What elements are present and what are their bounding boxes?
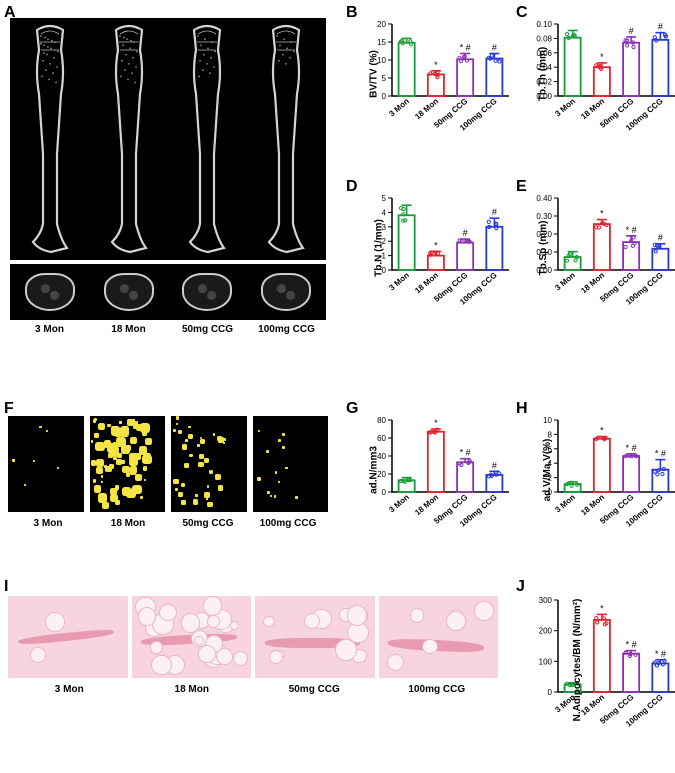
svg-text:0: 0 [548,688,553,697]
group-label: 100mg CCG [248,518,328,529]
svg-text:* #: * # [460,43,471,53]
group-label: 100mg CCG [376,684,499,695]
svg-text:#: # [492,43,497,53]
svg-text:3 Mon: 3 Mon [387,271,411,293]
svg-text:5: 5 [382,194,387,203]
svg-text:#: # [463,228,468,238]
svg-text:0.10: 0.10 [536,20,552,29]
group-label: 100mg CCG [247,324,326,335]
svg-text:0.40: 0.40 [536,194,552,203]
svg-text:0.08: 0.08 [536,34,552,43]
chart-nadip: N.Adipocytes/BM (N/mm²)01002003003 Mon*1… [524,590,675,730]
svg-text:*: * [600,426,604,436]
svg-text:300: 300 [539,596,553,605]
panel-label-d: D [346,178,358,196]
svg-text:3 Mon: 3 Mon [553,97,577,119]
svg-text:10: 10 [543,416,552,425]
svg-text:60: 60 [377,434,386,443]
group-label: 50mg CCG [253,684,376,695]
panel-a-images: 3 Mon18 Mon50mg CCG100mg CCG [10,18,326,335]
svg-text:18 Mon: 18 Mon [579,693,606,718]
svg-text:0: 0 [382,488,387,497]
panel-label-g: G [346,400,358,418]
svg-text:0: 0 [382,92,387,101]
svg-text:* #: * # [626,225,637,235]
svg-text:3 Mon: 3 Mon [387,493,411,515]
svg-text:* #: * # [655,449,666,459]
panel-i-images: 3 Mon18 Mon50mg CCG100mg CCG [8,596,498,695]
group-label: 50mg CCG [168,324,247,335]
svg-text:18 Mon: 18 Mon [579,271,606,296]
svg-text:100: 100 [539,657,553,666]
chart-adn: ad.N/mm30204060803 Mon*18 Mon* #50mg CCG… [358,410,513,530]
panel-f-images: 3 Mon18 Mon50mg CCG100mg CCG [8,416,328,529]
svg-text:18 Mon: 18 Mon [579,493,606,518]
svg-text:*: * [434,418,438,428]
group-label: 18 Mon [88,518,168,529]
svg-text:#: # [492,460,497,470]
svg-text:*: * [434,60,438,70]
svg-text:3 Mon: 3 Mon [553,271,577,293]
svg-text:4: 4 [382,208,387,217]
chart-tbth: Tb.Th (mm)0.000.020.040.060.080.103 Mon*… [524,14,675,134]
svg-text:* #: * # [655,649,666,659]
group-label: 3 Mon [8,684,131,695]
svg-text:3 Mon: 3 Mon [553,493,577,515]
svg-text:200: 200 [539,627,553,636]
svg-text:18 Mon: 18 Mon [413,493,440,518]
chart-adv: ad.V/Ma.V(%)02468103 Mon*18 Mon* #50mg C… [524,410,675,530]
panel-label-b: B [346,4,358,22]
svg-text:5: 5 [382,74,387,83]
panel-label-i: I [4,578,8,596]
svg-text:18 Mon: 18 Mon [413,271,440,296]
group-label: 3 Mon [8,518,88,529]
svg-text:#: # [658,22,663,32]
svg-text:80: 80 [377,416,386,425]
svg-text:15: 15 [377,38,386,47]
group-label: 18 Mon [89,324,168,335]
svg-text:*: * [600,52,604,62]
svg-text:20: 20 [377,20,386,29]
svg-text:#: # [492,207,497,217]
svg-text:*: * [600,209,604,219]
svg-text:*: * [434,240,438,250]
svg-text:*: * [600,603,604,613]
svg-text:#: # [629,26,634,36]
svg-text:3 Mon: 3 Mon [387,97,411,119]
chart-tbn: Tb.N (1/mm)0123453 Mon*18 Mon#50mg CCG#1… [358,188,513,308]
group-label: 3 Mon [10,324,89,335]
svg-text:#: # [658,233,663,243]
group-label: 50mg CCG [168,518,248,529]
svg-text:18 Mon: 18 Mon [413,97,440,122]
svg-text:* #: * # [626,443,637,453]
svg-text:* #: * # [626,640,637,650]
chart-bvtv: BV/TV (%)051015203 Mon*18 Mon* #50mg CCG… [358,14,513,134]
chart-tbsp: Tb.Sp (mm)0.000.100.200.300.403 Mon*18 M… [524,188,675,308]
svg-text:* #: * # [460,448,471,458]
group-label: 18 Mon [131,684,254,695]
svg-text:18 Mon: 18 Mon [579,97,606,122]
